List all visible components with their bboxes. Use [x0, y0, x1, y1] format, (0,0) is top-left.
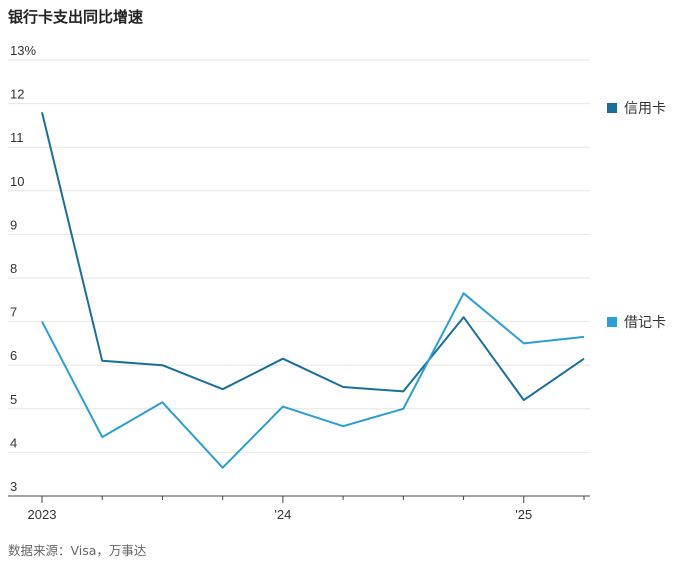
legend-label: 信用卡 — [624, 101, 666, 117]
x-tick-label: 2023 — [28, 507, 57, 522]
y-tick-label: 11 — [10, 130, 24, 145]
x-tick-label: '24 — [274, 507, 291, 522]
legend-swatch — [607, 317, 617, 327]
series-lines — [41, 112, 585, 469]
y-tick-label: 13% — [10, 43, 36, 58]
y-tick-label: 12 — [10, 87, 24, 102]
y-tick-label: 9 — [10, 217, 17, 232]
y-tick-label: 6 — [10, 348, 17, 363]
legend-label: 借记卡 — [624, 315, 666, 331]
y-tick-label: 7 — [10, 305, 17, 320]
y-tick-labels: 13% 12 11 10 9 8 7 6 5 4 3 — [10, 43, 36, 494]
y-tick-label: 5 — [10, 392, 17, 407]
x-axis: 2023 '24 '25 — [8, 495, 590, 522]
y-tick-label: 3 — [10, 479, 17, 494]
legend-swatch — [607, 103, 617, 113]
y-tick-label: 10 — [10, 174, 24, 189]
y-tick-label: 8 — [10, 261, 17, 276]
y-tick-label: 4 — [10, 435, 17, 450]
chart-title: 银行卡支出同比增速 — [8, 8, 144, 26]
source-note: 数据来源：Visa，万事达 — [8, 543, 147, 558]
x-tick-label: '25 — [515, 507, 532, 522]
series-line-1 — [41, 292, 585, 469]
gridlines — [8, 59, 590, 453]
series-line-0 — [41, 112, 585, 402]
